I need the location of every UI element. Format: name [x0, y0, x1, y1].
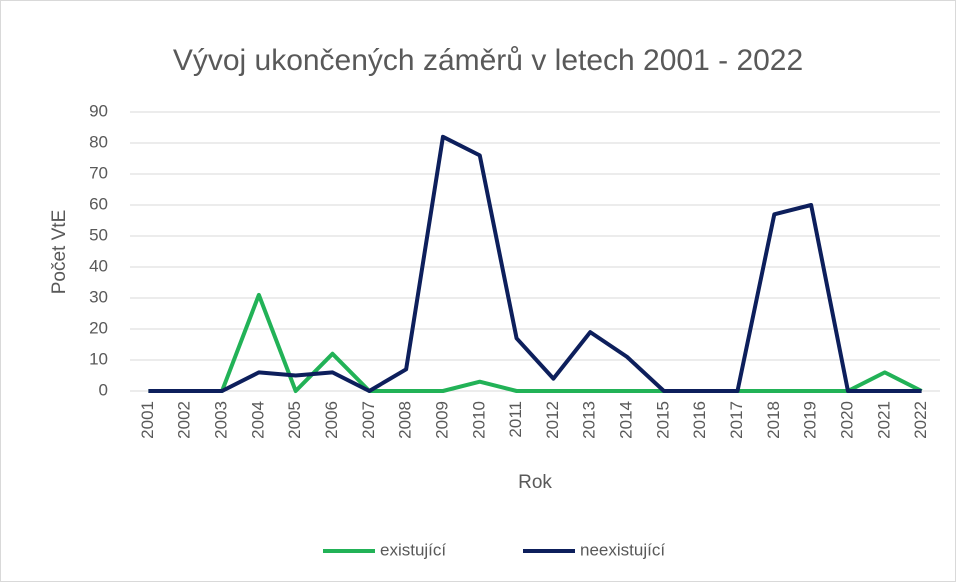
x-tick-label: 2019 — [801, 401, 820, 439]
y-tick-label: 70 — [89, 163, 108, 182]
x-tick-label: 2001 — [138, 401, 157, 439]
y-tick-label: 50 — [89, 225, 108, 244]
chart-title: Vývoj ukončených záměrů v letech 2001 - … — [173, 44, 803, 77]
x-tick-label: 2003 — [212, 401, 231, 439]
x-tick-label: 2016 — [690, 401, 709, 439]
y-tick-label: 90 — [89, 101, 108, 120]
x-tick-label: 2020 — [837, 401, 856, 439]
y-tick-label: 20 — [89, 318, 108, 337]
x-tick-label: 2004 — [248, 401, 267, 439]
y-tick-label: 30 — [89, 287, 108, 306]
series-line — [148, 134, 922, 393]
x-tick-label: 2007 — [359, 401, 378, 439]
x-tick-label: 2009 — [432, 401, 451, 439]
y-tick-label: 0 — [99, 380, 108, 399]
y-tick-label: 10 — [89, 349, 108, 368]
x-axis-label: Rok — [518, 472, 552, 493]
x-tick-label: 2005 — [285, 401, 304, 439]
x-tick-label: 2015 — [653, 401, 672, 439]
x-tick-label: 2022 — [911, 401, 930, 439]
x-tick-label: 2014 — [617, 401, 636, 439]
y-axis-label: Počet VtE — [49, 210, 70, 295]
x-tick-label: 2018 — [764, 401, 783, 439]
x-tick-label: 2011 — [506, 401, 525, 438]
y-tick-label: 80 — [89, 132, 108, 151]
x-tick-label: 2021 — [874, 401, 893, 439]
legend-label: neexistující — [580, 540, 665, 559]
x-tick-label: 2017 — [727, 401, 746, 439]
y-tick-label: 40 — [89, 256, 108, 275]
x-tick-label: 2010 — [469, 401, 488, 439]
x-tick-label: 2013 — [580, 401, 599, 439]
series-line — [148, 292, 923, 393]
x-tick-label: 2012 — [543, 401, 562, 439]
legend-label: existující — [380, 540, 446, 559]
x-tick-label: 2006 — [322, 401, 341, 439]
x-tick-label: 2002 — [175, 401, 194, 439]
x-tick-label: 2008 — [396, 401, 415, 439]
y-tick-label: 60 — [89, 194, 108, 213]
